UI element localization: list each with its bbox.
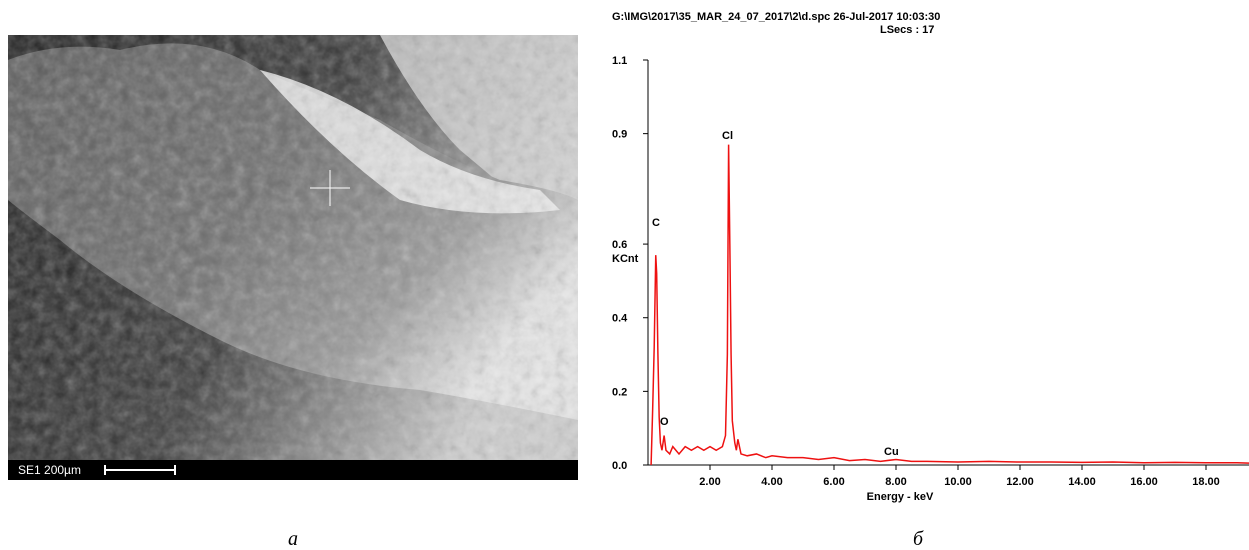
- y-tick-label: 1.1: [612, 55, 627, 67]
- peak-label: Cl: [722, 130, 733, 142]
- caption: б: [913, 528, 924, 550]
- peak-label: O: [660, 416, 669, 428]
- scale-label: SE1 200µm: [18, 463, 81, 477]
- x-tick-label: 18.00: [1192, 476, 1220, 488]
- x-axis-label: Energy - keV: [867, 491, 934, 503]
- x-tick-label: 14.00: [1068, 476, 1096, 488]
- sem-image: SE1 200µm: [8, 35, 578, 480]
- x-tick-label: 4.00: [761, 476, 782, 488]
- figure: SE1 200µm а б G:\IMG\2017\35_MAR_24_07_2…: [0, 0, 1249, 550]
- x-tick-label: 8.00: [885, 476, 906, 488]
- x-tick-label: 6.00: [823, 476, 844, 488]
- spectrum-line: [651, 145, 1249, 465]
- x-tick-label: 12.00: [1006, 476, 1034, 488]
- y-tick-label: 0.0: [612, 460, 627, 472]
- peak-label: Cu: [884, 446, 899, 458]
- y-tick-label: 0.9: [612, 129, 627, 141]
- x-tick-label: 16.00: [1130, 476, 1158, 488]
- y-tick-label: 0.4: [612, 313, 628, 325]
- x-tick-label: 10.00: [944, 476, 972, 488]
- page: SE1 200µm а б G:\IMG\2017\35_MAR_24_07_2…: [0, 0, 1249, 550]
- caption: а: [288, 528, 298, 550]
- chart-title: G:\IMG\2017\35_MAR_24_07_2017\2\d.spc 26…: [612, 11, 940, 23]
- peak-label: C: [652, 217, 660, 229]
- y-axis-label: KCnt: [612, 253, 639, 265]
- y-tick-label: 0.6: [612, 239, 627, 251]
- y-tick-label: 0.2: [612, 386, 627, 398]
- x-tick-label: 2.00: [699, 476, 720, 488]
- chart-subtitle: LSecs : 17: [880, 24, 934, 36]
